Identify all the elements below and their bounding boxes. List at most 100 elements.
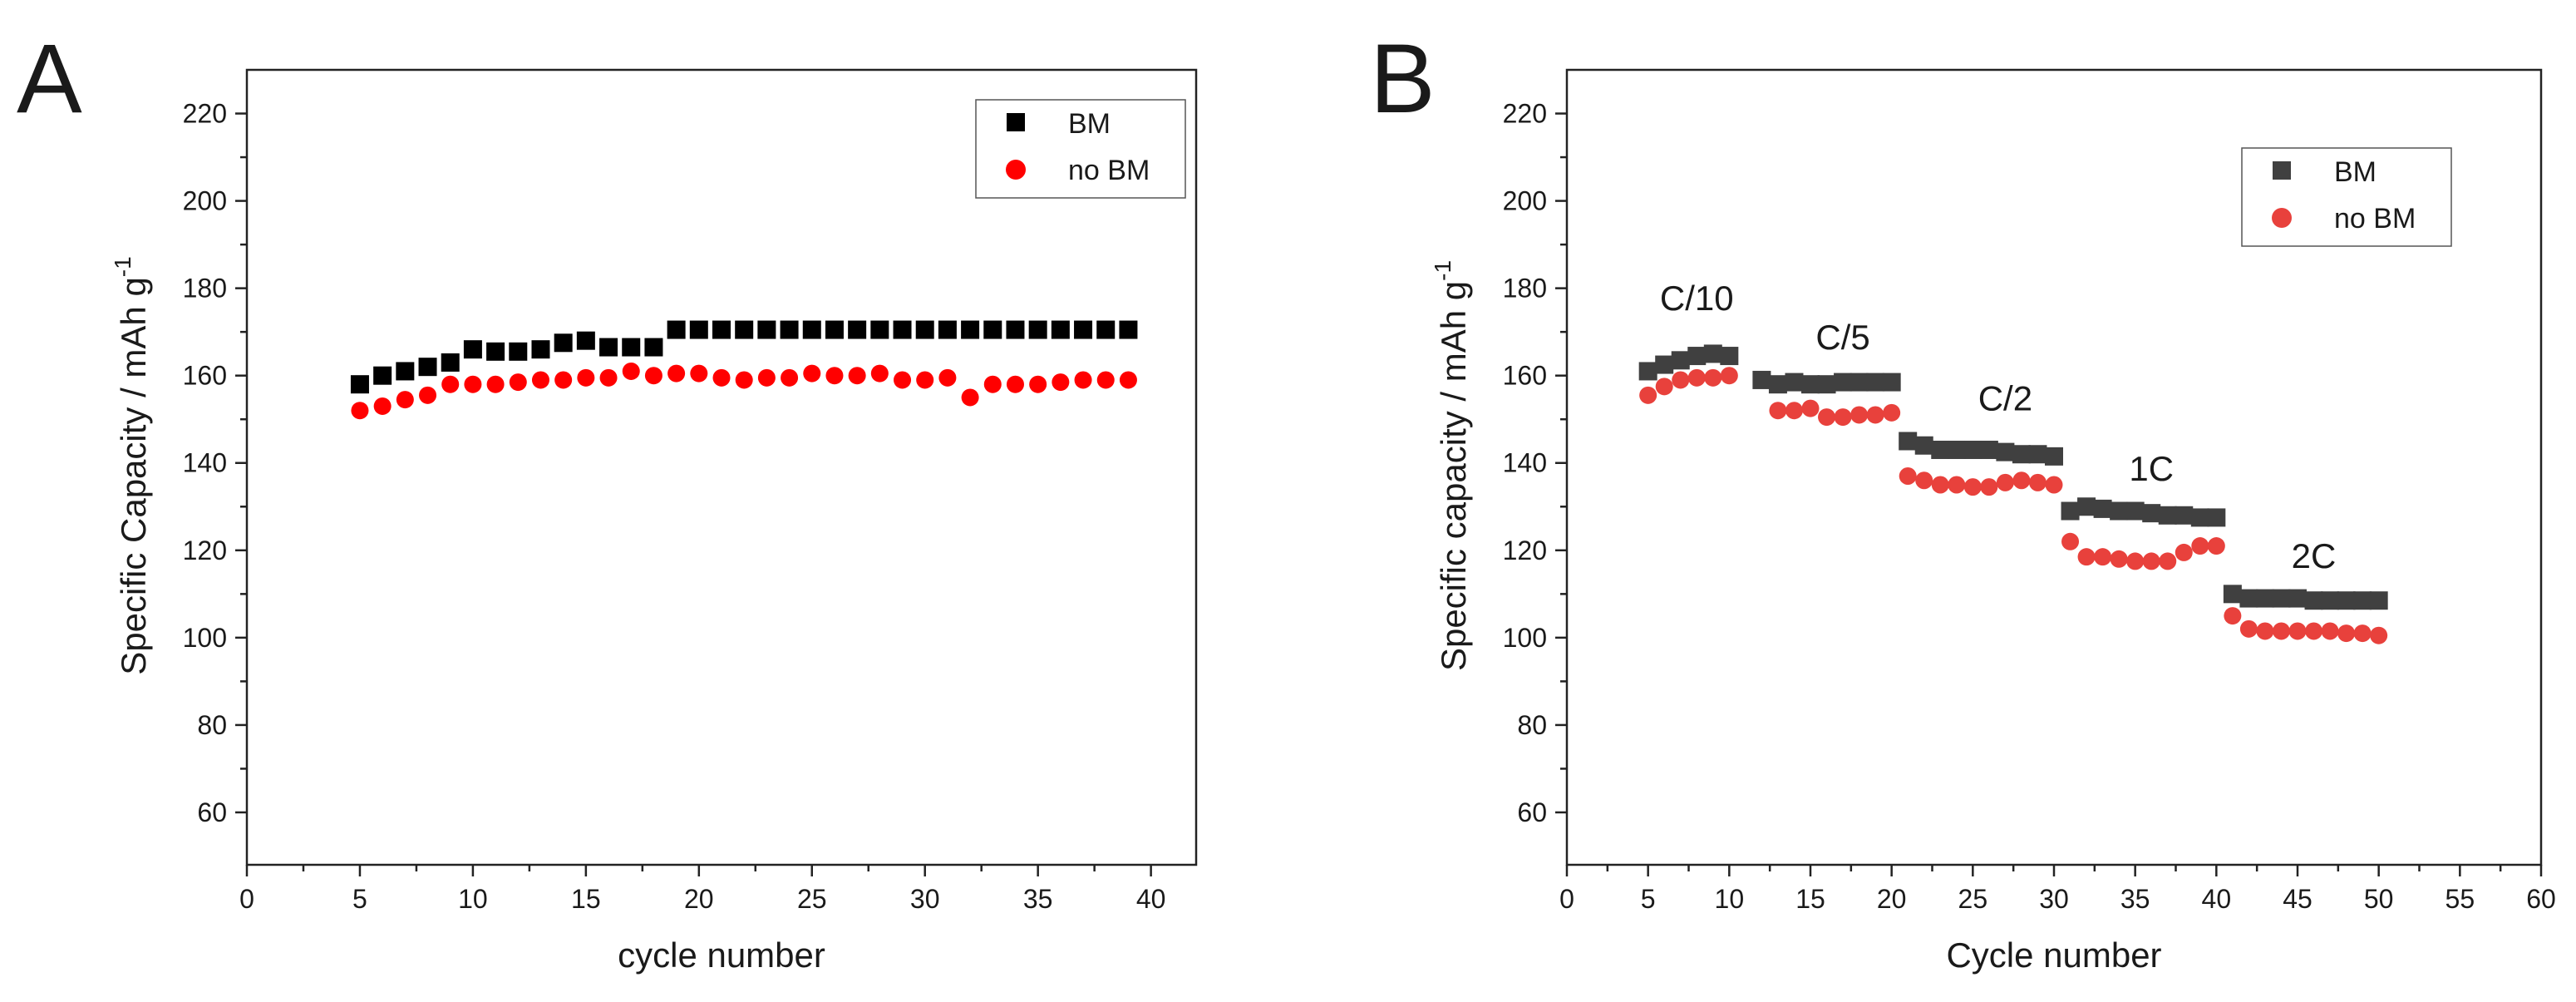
panel-b-nobm-point [1883, 403, 1901, 422]
panel-a-y-tick-label: 140 [183, 448, 227, 478]
panel-b-nobm-point [1866, 406, 1884, 424]
panel-b-x-tick-label: 30 [2039, 884, 2069, 914]
panel-a-y-tick-label: 120 [183, 536, 227, 565]
panel-b-y-tick-label: 100 [1503, 623, 1547, 653]
panel-b-y-tick-label: 120 [1503, 536, 1547, 565]
panel-b-bm-point [2239, 589, 2258, 608]
panel-b-y-tick-label: 140 [1503, 448, 1547, 478]
panel-a-nobm-point [916, 371, 934, 389]
panel-b-nobm-point [2288, 622, 2307, 640]
panel-a-bm-point [848, 320, 867, 339]
panel-b-nobm-point [2191, 537, 2209, 555]
panel-b-bm-point [2125, 501, 2145, 521]
panel-a-nobm-point [351, 402, 369, 420]
panel-b-nobm-point [2305, 622, 2323, 640]
panel-b-y-axis-title-main: Specific capacity / mAh g [1434, 281, 1473, 671]
panel-a-bm-point [667, 320, 686, 339]
panel-b-bm-point [2093, 499, 2112, 518]
panel-b-x-tick-label: 45 [2283, 884, 2312, 914]
panel-b-nobm-point [2239, 619, 2258, 638]
panel-b-nobm-point [2207, 537, 2225, 555]
panel-b-legend-nobm-label: no BM [2334, 203, 2416, 234]
panel-b-annotations: C/10 C/5 C/2 1C 2C [1660, 279, 2336, 575]
panel-b-bm-point [2142, 504, 2161, 523]
panel-a-nobm-point [983, 375, 1002, 393]
panel-a-bm-point [689, 320, 708, 339]
panel-a-bm-point [712, 320, 731, 339]
panel-b-x-tick-label: 5 [1641, 884, 1656, 914]
panel-a-bm-point [576, 331, 595, 350]
panel-a-x-tick-label: 25 [797, 884, 827, 914]
panel-b-series [1638, 344, 2388, 644]
panel-a-x-tick-label: 0 [239, 884, 254, 914]
panel-a-nobm-point [803, 364, 821, 383]
panel-b-legend-bm-marker [2273, 161, 2291, 180]
panel-a-nobm-point [690, 364, 708, 383]
panel-a-nobm-point [870, 364, 889, 383]
panel-b-nobm-point [1639, 386, 1657, 404]
panel-b-bm-point [1996, 442, 2015, 462]
panel-b-nobm-point [2370, 626, 2388, 644]
panel-b-bm-point [1687, 347, 1707, 366]
panel-b-bm-point [1768, 375, 1787, 394]
panel-b-nobm-point [2012, 471, 2031, 490]
panel-b-bm-point [1914, 436, 1933, 455]
panel-a: A 0 5 10 15 20 25 30 35 40 60 80 100 120 140 160 180 200… [17, 24, 1198, 975]
panel-b-nobm-point [2061, 532, 2080, 550]
panel-b-y-tick-label: 200 [1503, 186, 1547, 216]
panel-b-nobm-point [2353, 624, 2372, 643]
panel-b-nobm-point [2337, 624, 2356, 643]
panel-a-nobm-point [599, 368, 618, 387]
panel-b-bm-point [1882, 373, 1901, 392]
panel-b-nobm-point [2045, 476, 2063, 494]
panel-b-legend: BM no BM [2241, 147, 2452, 247]
panel-a-legend-nobm-label: no BM [1068, 155, 1150, 186]
panel-a-bm-point [757, 320, 776, 339]
panel-b-x-tick-label: 35 [2120, 884, 2150, 914]
panel-b-nobm-point [1980, 478, 1998, 496]
panel-a-y-tick-label: 60 [197, 797, 227, 827]
panel-a-bm-point [463, 340, 482, 359]
panel-b-bm-point [1849, 373, 1869, 392]
panel-b-nobm-point [1720, 367, 1738, 385]
panel-a-legend: BM no BM [975, 99, 1186, 199]
panel-b-nobm-point [1834, 408, 1852, 427]
panel-a-nobm-point [894, 371, 912, 389]
panel-b-nobm-point [1704, 368, 1722, 387]
panel-a-nobm-point [1096, 371, 1115, 389]
panel-b-bm-point [2207, 508, 2226, 527]
panel-b-nobm-point [2272, 622, 2290, 640]
panel-a-bm-point [644, 338, 663, 357]
panel-b-nobm-point [1801, 399, 1820, 417]
panel-b-bm-point [1866, 373, 1885, 392]
panel-b-bm-point [2028, 445, 2047, 464]
panel-a-plot-frame [245, 68, 1198, 866]
panel-a-bm-point [1074, 320, 1093, 339]
panel-b-bm-point [1752, 370, 1771, 389]
panel-b-nobm-point [2142, 552, 2160, 570]
panel-b-nobm-point [1655, 378, 1673, 396]
panel-a-legend-bm-marker [1007, 113, 1025, 131]
panel-b-y-tick-label: 60 [1517, 797, 1547, 827]
panel-a-bm-point [825, 320, 844, 339]
panel-b-bm-point [1834, 373, 1853, 392]
panel-b-nobm-point [1948, 476, 1966, 494]
panel-a-x-tick-label: 30 [910, 884, 940, 914]
panel-b-y-axis-title: Specific capacity / mAh g-1 [1430, 260, 1473, 671]
panel-a-nobm-point [961, 388, 979, 407]
panel-a-nobm-point [667, 364, 686, 383]
panel-b-bm-point [1963, 440, 1982, 459]
panel-b-bm-point [2223, 585, 2242, 604]
panel-a-bm-point [1006, 320, 1025, 339]
panel-a-legend-nobm-marker [1006, 160, 1026, 180]
panel-a-legend-bm-label: BM [1068, 108, 1111, 140]
panel-a-x-tick-label: 5 [352, 884, 367, 914]
panel-a-bm-point [735, 320, 754, 339]
panel-b-nobm-point [2126, 552, 2145, 570]
panel-b-x-tick-label: 15 [1795, 884, 1825, 914]
panel-b-nobm-point [1818, 408, 1836, 427]
panel-b-y-tick-label: 220 [1503, 99, 1547, 129]
panel-a-y-tick-label: 220 [183, 99, 227, 129]
panel-b-rate-annotation: C/5 [1815, 318, 1869, 357]
panel-b-nobm-point [2159, 552, 2177, 570]
